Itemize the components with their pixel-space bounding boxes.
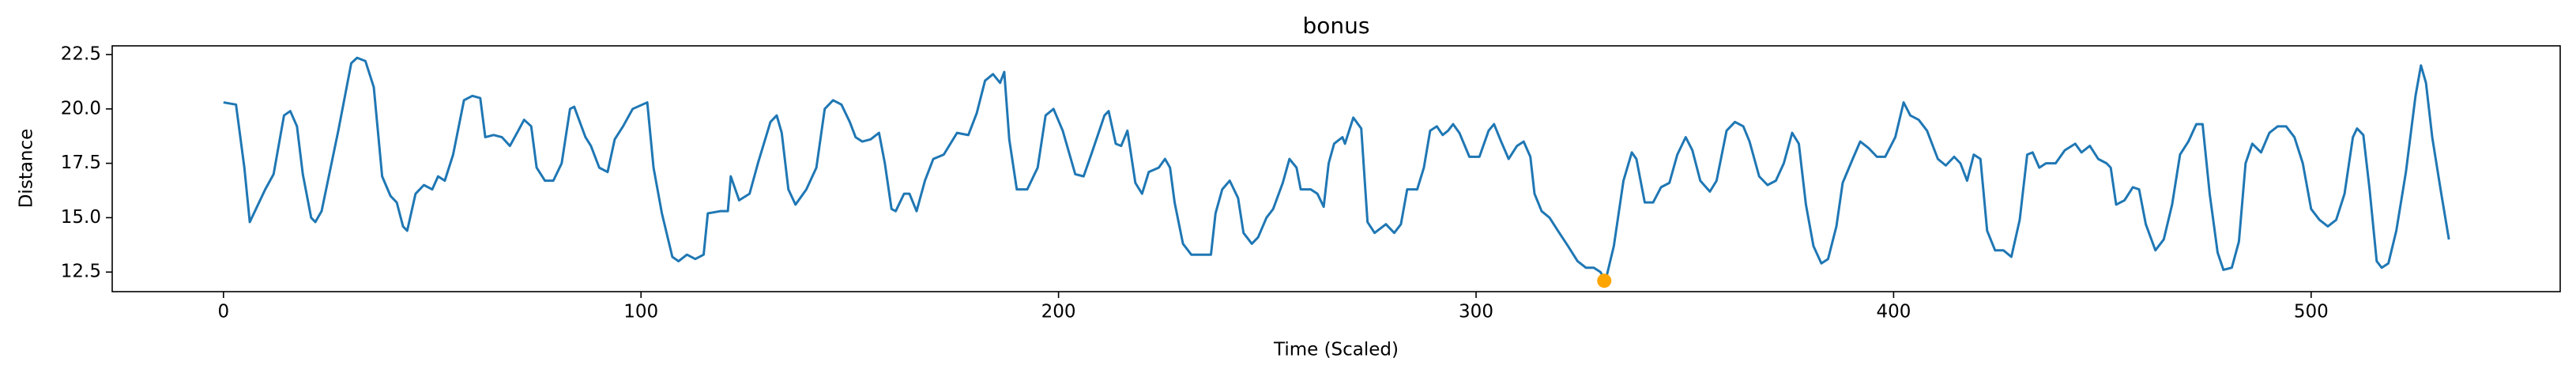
x-tick-label: 400 (1876, 302, 1911, 322)
y-tick-label: 22.5 (61, 44, 101, 65)
x-axis-label: Time (Scaled) (1273, 340, 1399, 360)
x-tick-label: 200 (1041, 302, 1076, 322)
y-tick-label: 20.0 (61, 98, 101, 119)
y-axis-label: Distance (17, 129, 37, 209)
y-tick-label: 15.0 (61, 207, 101, 228)
x-tick-label: 300 (1459, 302, 1493, 322)
min-marker (1597, 273, 1612, 288)
data-line (223, 56, 2450, 282)
x-tick-label: 100 (623, 302, 658, 322)
plot-frame (111, 45, 2561, 292)
y-tick-label: 12.5 (61, 262, 101, 282)
x-tick-label: 0 (217, 302, 229, 322)
x-tick-label: 500 (2294, 302, 2329, 322)
y-tick-label: 17.5 (61, 153, 101, 173)
chart-title: bonus (1303, 13, 1370, 39)
